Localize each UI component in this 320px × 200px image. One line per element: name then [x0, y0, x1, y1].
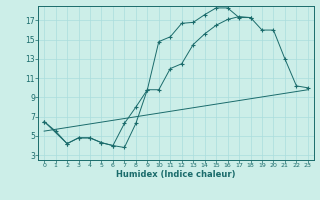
X-axis label: Humidex (Indice chaleur): Humidex (Indice chaleur): [116, 170, 236, 179]
